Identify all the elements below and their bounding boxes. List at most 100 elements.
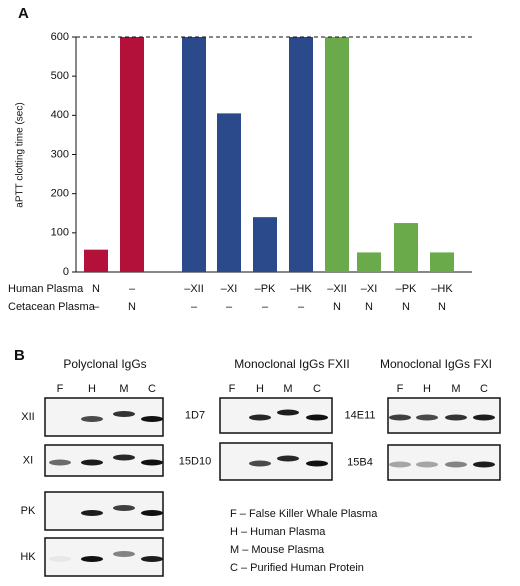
y-tick-label: 200 (51, 188, 69, 200)
y-tick-label: 600 (51, 31, 69, 43)
y-axis-label: aPTT clotting time (sec) (15, 102, 26, 207)
lane-label: F (397, 383, 404, 395)
band (473, 461, 495, 468)
band (49, 556, 71, 562)
x-tick-label: N (438, 301, 446, 313)
band (81, 556, 103, 562)
x-tick-label: –XII (327, 283, 347, 295)
blot-row-label: HK (20, 551, 36, 563)
lane-label: F (229, 383, 236, 395)
blot (219, 442, 333, 481)
bar (120, 37, 144, 272)
x-tick-label: – (191, 301, 198, 313)
band (445, 461, 467, 468)
x-tick-label: N (365, 301, 373, 313)
band (416, 414, 438, 421)
lane-label: H (256, 383, 264, 395)
x-tick-label: –XI (221, 283, 238, 295)
lane-label: C (313, 383, 321, 395)
x-tick-label: N (402, 301, 410, 313)
row-label: Human Plasma (8, 283, 84, 295)
band (473, 414, 495, 421)
blot-row-label: XII (21, 411, 34, 423)
bar (289, 37, 313, 272)
y-tick-label: 300 (51, 148, 69, 160)
blot-row-label: 15D10 (179, 455, 211, 467)
lane-label: C (148, 383, 156, 395)
band (141, 459, 163, 466)
blot-title: Polyclonal IgGs (63, 357, 146, 371)
band (277, 409, 299, 416)
x-tick-label: –HK (431, 283, 453, 295)
lane-label: H (423, 383, 431, 395)
band (249, 460, 271, 467)
x-tick-label: – (93, 301, 100, 313)
x-tick-label: – (262, 301, 269, 313)
blot (44, 537, 164, 577)
band (389, 461, 411, 468)
bar (253, 217, 277, 272)
x-tick-label: N (92, 283, 100, 295)
x-tick-label: N (128, 301, 136, 313)
x-tick-label: N (333, 301, 341, 313)
panel-label: A (18, 5, 29, 22)
x-tick-label: –PK (396, 283, 417, 295)
x-tick-label: –XII (184, 283, 204, 295)
band (113, 505, 135, 511)
blot-row-label: 1D7 (185, 409, 205, 421)
band (249, 414, 271, 421)
band (113, 551, 135, 557)
band (389, 414, 411, 421)
bar (182, 37, 206, 272)
band (445, 414, 467, 421)
band (113, 411, 135, 417)
bar (430, 252, 454, 272)
band (306, 460, 328, 467)
blot-title: Monoclonal IgGs FXI (380, 357, 492, 371)
x-tick-label: – (298, 301, 305, 313)
band (416, 461, 438, 468)
panel-label: B (14, 347, 25, 364)
legend-item: F – False Killer Whale Plasma (230, 508, 378, 520)
blot-row-label: 15B4 (347, 456, 373, 468)
blot-row-label: 14E11 (345, 409, 376, 421)
band (141, 556, 163, 562)
bar (357, 252, 381, 272)
band (306, 414, 328, 421)
blot-row-label: XI (23, 454, 33, 466)
band (81, 416, 103, 422)
legend-item: H – Human Plasma (230, 526, 326, 538)
lane-label: F (57, 383, 64, 395)
x-tick-label: –PK (255, 283, 276, 295)
band (49, 459, 71, 466)
y-tick-label: 400 (51, 109, 69, 121)
band (81, 510, 103, 516)
blot-title: Monoclonal IgGs FXII (234, 357, 349, 371)
bar (217, 113, 241, 272)
row-label: Cetacean Plasma (8, 301, 96, 313)
y-tick-label: 500 (51, 70, 69, 82)
blot (44, 397, 164, 437)
band (141, 510, 163, 516)
x-tick-label: –XI (361, 283, 378, 295)
legend-item: C – Purified Human Protein (230, 562, 364, 574)
x-tick-label: – (129, 283, 136, 295)
y-tick-label: 0 (63, 266, 69, 278)
lane-label: M (119, 383, 128, 395)
x-tick-label: –HK (290, 283, 312, 295)
lane-label: H (88, 383, 96, 395)
blot-row-label: PK (21, 505, 36, 517)
legend-item: M – Mouse Plasma (230, 544, 325, 556)
bar (325, 37, 349, 272)
band (277, 455, 299, 462)
band (81, 459, 103, 466)
lane-label: M (283, 383, 292, 395)
lane-label: M (451, 383, 460, 395)
band (141, 416, 163, 422)
lane-label: C (480, 383, 488, 395)
band (113, 454, 135, 461)
bar (84, 249, 108, 272)
bar (394, 223, 418, 272)
y-tick-label: 100 (51, 227, 69, 239)
